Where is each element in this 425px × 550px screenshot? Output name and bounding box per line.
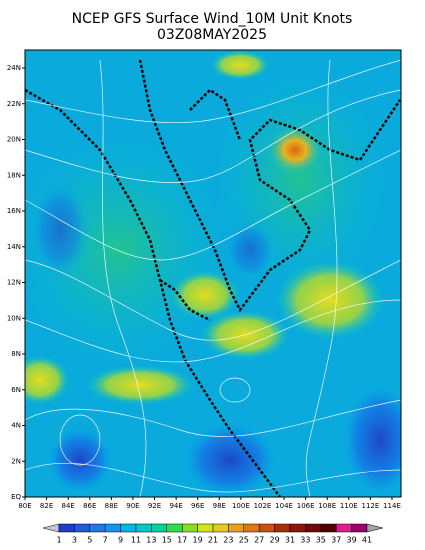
colorbar-label: 41 (362, 536, 372, 545)
title: NCEP GFS Surface Wind_10M Unit Knots (72, 11, 353, 27)
x-tick-label: 104E (275, 502, 293, 510)
colorbar-label: 7 (103, 536, 108, 545)
x-tick-label: 100E (232, 502, 250, 510)
y-tick-label: 2N (11, 457, 21, 465)
colorbar-box (181, 523, 198, 533)
y-tick-label: 4N (11, 422, 21, 430)
colorbar-label: 29 (270, 536, 280, 545)
colorbar-label: 35 (316, 536, 326, 545)
colorbar-box (274, 523, 291, 533)
y-tick-label: 6N (11, 386, 21, 394)
subtitle: 03Z08MAY2025 (157, 27, 267, 43)
colorbar-label: 33 (300, 536, 310, 545)
colorbar-box (58, 523, 75, 533)
colorbar-label: 31 (285, 536, 295, 545)
colorbar-label: 37 (331, 536, 341, 545)
colorbar-label: 11 (131, 536, 141, 545)
x-tick-label: 82E (40, 502, 53, 510)
colorbar-label: 25 (239, 536, 249, 545)
colorbar-box (166, 523, 183, 533)
y-tick-label: 12N (7, 279, 21, 287)
x-tick-label: 90E (126, 502, 139, 510)
map-field (25, 50, 401, 497)
colorbar-label: 5 (87, 536, 92, 545)
colorbar-end (366, 523, 384, 533)
x-tick-label: 98E (213, 502, 226, 510)
colorbar-label: 9 (118, 536, 123, 545)
x-tick-label: 94E (169, 502, 182, 510)
x-tick-label: 84E (62, 502, 75, 510)
colorbar-label: 19 (193, 536, 203, 545)
colorbar-box (289, 523, 306, 533)
colorbar-box (305, 523, 322, 533)
y-tick-label: 24N (7, 64, 21, 72)
x-tick-label: 80E (18, 502, 31, 510)
x-tick-label: 110E (340, 502, 358, 510)
colorbar-box (151, 523, 168, 533)
colorbar-box (89, 523, 106, 533)
y-tick-label: EQ (11, 493, 21, 501)
x-tick-label: 108E (318, 502, 336, 510)
y-tick-label: 22N (7, 100, 21, 108)
colorbar-box (335, 523, 352, 533)
y-tick-label: 14N (7, 243, 21, 251)
y-tick-label: 20N (7, 136, 21, 144)
colorbar-box (243, 523, 260, 533)
x-tick-label: 92E (148, 502, 161, 510)
x-tick-label: 88E (105, 502, 118, 510)
colorbar-box (351, 523, 368, 533)
x-tick-label: 102E (254, 502, 272, 510)
colorbar-box (320, 523, 337, 533)
y-tick-label: 10N (7, 314, 21, 322)
colorbar-box (120, 523, 137, 533)
colorbar-label: 3 (72, 536, 77, 545)
colorbar-label: 21 (208, 536, 218, 545)
colorbar-label: 39 (347, 536, 357, 545)
colorbar-box (258, 523, 275, 533)
colorbar-label: 23 (223, 536, 233, 545)
x-tick-label: 86E (83, 502, 96, 510)
colorbar-label: 1 (56, 536, 61, 545)
colorbar-label: 27 (254, 536, 264, 545)
colorbar-box (104, 523, 121, 533)
x-tick-label: 112E (362, 502, 380, 510)
y-tick-label: 16N (7, 207, 21, 215)
colorbar-box (212, 523, 229, 533)
y-tick-label: 18N (7, 171, 21, 179)
y-tick-label: 8N (11, 350, 21, 358)
x-tick-label: 114E (383, 502, 401, 510)
colorbar-label: 13 (146, 536, 156, 545)
colorbar-box (197, 523, 214, 533)
x-tick-label: 106E (297, 502, 315, 510)
colorbar-label: 15 (162, 536, 172, 545)
plot-frame (24, 49, 402, 498)
colorbar-end (42, 523, 60, 533)
x-tick-label: 96E (191, 502, 204, 510)
colorbar-box (135, 523, 152, 533)
colorbar-box (228, 523, 245, 533)
colorbar-box (74, 523, 91, 533)
colorbar-label: 17 (177, 536, 187, 545)
